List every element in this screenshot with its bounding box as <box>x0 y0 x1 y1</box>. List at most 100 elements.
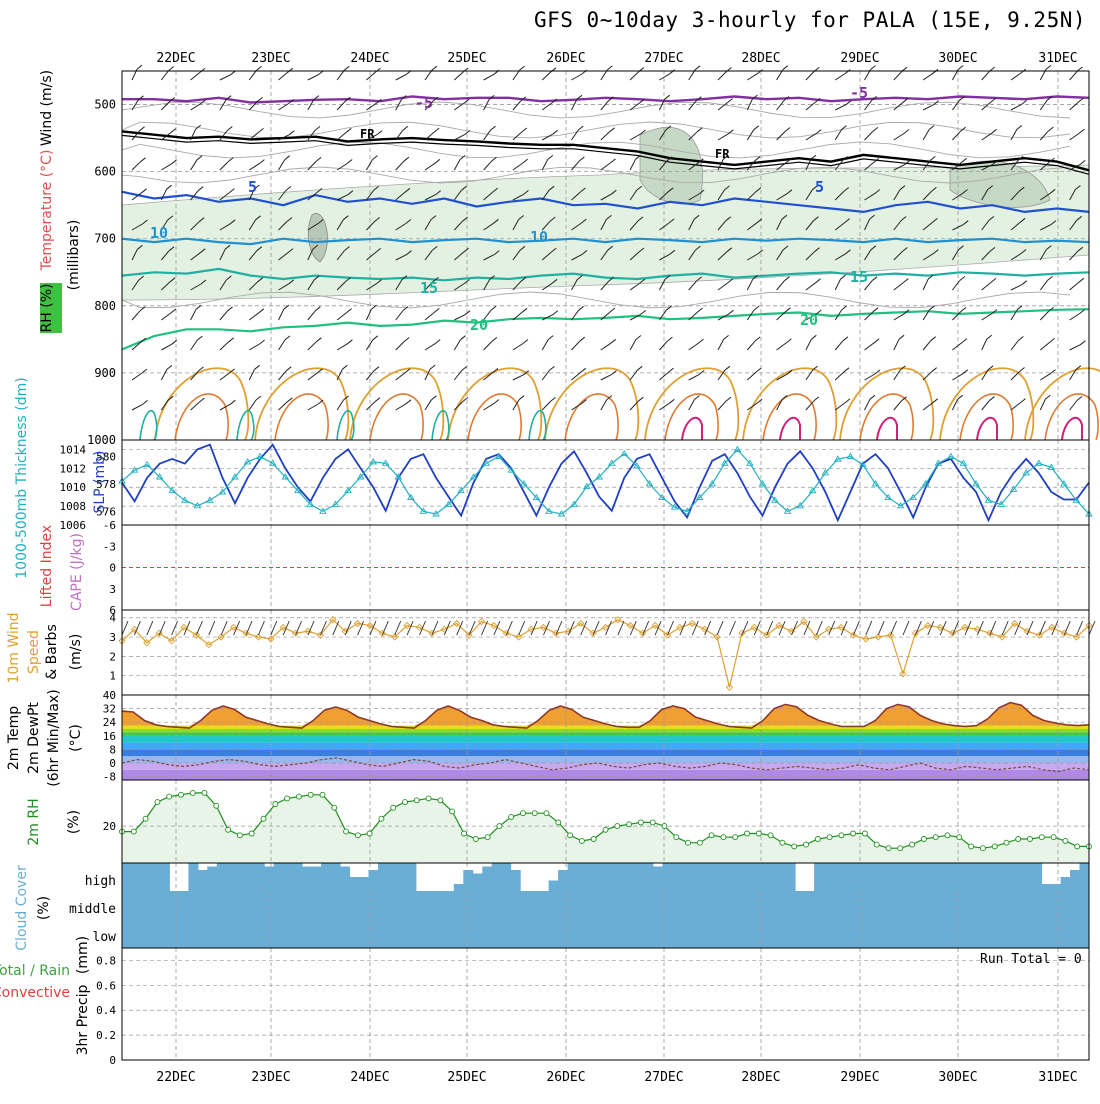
wind10-point <box>812 633 820 641</box>
wind-barb-flag <box>928 125 935 130</box>
cloud-high-bar <box>757 863 768 891</box>
thickness-point <box>520 480 528 487</box>
wind-barb-flag <box>490 125 496 131</box>
wind-barb <box>1010 309 1018 321</box>
thickness-point <box>331 500 340 507</box>
wind-barb-flag <box>347 339 353 345</box>
wind-barb <box>1010 190 1020 201</box>
wind-barb-flag <box>783 96 790 101</box>
thickness-point <box>796 501 804 509</box>
wind-barb <box>659 340 668 351</box>
thickness-point <box>407 493 415 501</box>
wind-barb <box>190 339 198 351</box>
wind-barb-flag <box>962 220 969 226</box>
wind-barb-flag <box>460 335 466 341</box>
rh2m-point <box>944 832 951 839</box>
thickness-point <box>218 488 227 495</box>
wind-barb <box>1069 400 1078 411</box>
wind10-point <box>911 629 920 637</box>
wind10-point <box>192 631 201 639</box>
wind-barb <box>1040 373 1051 381</box>
wind-barb <box>659 253 671 261</box>
wind-barb-flag <box>521 307 528 313</box>
wind-barb <box>483 310 492 321</box>
wind-barb <box>658 279 666 291</box>
rh-contour <box>121 291 1071 309</box>
wind-barb-flag <box>374 397 381 403</box>
wind-barb <box>453 339 461 351</box>
wind-barb <box>688 131 698 141</box>
wind-barb-flag <box>376 279 382 284</box>
wind-barb <box>219 130 228 141</box>
wind-barb <box>629 220 639 231</box>
wind-barb-flag <box>1079 309 1086 314</box>
wind-barb-flag <box>694 395 700 400</box>
rh2m-point <box>614 823 621 830</box>
cloud-high-bar <box>908 863 919 891</box>
wind-barb-flag <box>317 399 324 405</box>
cloud-high-bar <box>880 863 891 891</box>
wind-barb-flag <box>433 127 440 133</box>
wind-barb <box>1069 313 1080 321</box>
cloud-high-bar <box>586 863 597 891</box>
wind-barb-flag <box>137 244 143 250</box>
wind-barb-flag <box>493 250 500 255</box>
wind-barb-flag <box>785 158 792 163</box>
wind-barb-flag <box>929 305 935 311</box>
wind-barb-flag <box>258 128 264 133</box>
wind-barb <box>248 281 259 291</box>
wind10-barb <box>443 620 451 636</box>
rh2m-point <box>425 795 432 802</box>
wind-barb <box>161 343 173 351</box>
wind-barb-flag <box>371 304 377 310</box>
wind-barb-flag <box>1050 369 1056 374</box>
wind10-barb <box>220 620 228 636</box>
wind-barb <box>864 218 871 231</box>
wind-barb <box>424 162 436 171</box>
wind10-barb <box>815 620 823 636</box>
rh2m-point <box>826 834 833 841</box>
wind-barb-flag <box>901 247 908 252</box>
wind-barb <box>131 279 140 291</box>
wind-barb-flag <box>139 306 146 312</box>
wind-barb-flag <box>550 247 557 253</box>
rh2m-point <box>673 834 680 841</box>
wind-barb <box>1039 249 1047 261</box>
wind-barb-flag <box>957 394 964 400</box>
wind10-barb <box>543 620 550 636</box>
wind-barb-flag <box>431 246 438 251</box>
wind-barb <box>629 370 638 381</box>
wind-barb <box>336 250 345 261</box>
boundary-layer-contour <box>154 367 250 441</box>
thickness-point <box>808 486 817 494</box>
wind-barb-flag <box>841 125 847 131</box>
wind-barb-flag <box>697 307 703 313</box>
wind10-barb <box>1014 620 1022 636</box>
wind-barb <box>864 280 873 291</box>
wind-barb <box>278 159 286 171</box>
rh2m-unit-title: (%) <box>66 810 82 834</box>
wind-barb-flag <box>405 399 412 405</box>
wind-barb-flag <box>869 394 876 400</box>
wind-barb-flag <box>224 244 231 250</box>
thickness-point <box>143 460 151 468</box>
wind10-barb <box>183 620 191 636</box>
wind10-tick-label: 2 <box>109 650 116 663</box>
wind-barb-flag <box>753 305 760 311</box>
cloud-high-bar <box>965 863 976 891</box>
wind-barb-flag <box>257 277 264 283</box>
wind-barb <box>864 162 875 171</box>
wind-barb-flag <box>844 398 851 404</box>
temp-tick-label: 8 <box>109 743 116 756</box>
wind-barb-flag <box>874 369 881 375</box>
wind-barb <box>307 223 319 231</box>
wind-barb <box>1010 371 1020 381</box>
wind-barb-flag <box>900 216 907 221</box>
wind-barb-flag <box>668 367 674 373</box>
wind-barb <box>864 249 872 261</box>
thickness-point <box>281 473 290 480</box>
wind10-point <box>167 637 176 645</box>
cloud-high-bar <box>615 863 625 891</box>
rh-axis-title: RH (%) <box>39 284 55 333</box>
cloud-high-bar <box>662 863 673 891</box>
